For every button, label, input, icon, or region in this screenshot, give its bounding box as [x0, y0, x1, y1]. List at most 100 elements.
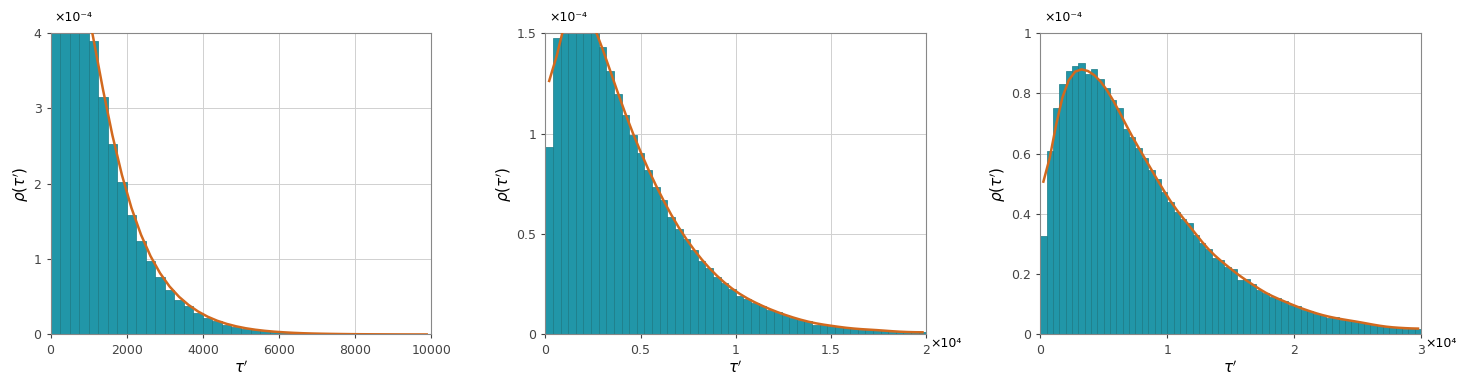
Bar	[1313, 314, 1320, 334]
Bar	[1040, 236, 1046, 334]
Bar	[1408, 328, 1414, 334]
Bar	[1275, 298, 1282, 334]
Bar	[98, 97, 107, 334]
Bar	[298, 333, 308, 334]
Bar	[584, 10, 591, 334]
Bar	[599, 47, 606, 334]
Bar	[675, 229, 682, 334]
Bar	[1179, 219, 1187, 334]
Bar	[591, 24, 599, 334]
Y-axis label: $\rho(\tau')$: $\rho(\tau')$	[12, 166, 31, 202]
Bar	[1078, 63, 1084, 334]
Bar	[682, 240, 689, 334]
Bar	[1263, 293, 1269, 334]
Bar	[270, 332, 279, 334]
Bar	[613, 94, 622, 334]
Bar	[1332, 317, 1338, 334]
Text: ×10⁴: ×10⁴	[930, 337, 961, 351]
Bar	[194, 313, 202, 334]
Bar	[1288, 305, 1294, 334]
Bar	[241, 329, 251, 334]
Bar	[1065, 70, 1072, 334]
Bar	[1256, 290, 1263, 334]
Bar	[751, 303, 758, 334]
Bar	[183, 306, 194, 334]
Bar	[804, 321, 813, 334]
Bar	[1370, 325, 1376, 334]
Bar	[1206, 250, 1212, 334]
Text: ×10⁴: ×10⁴	[1424, 337, 1457, 351]
Bar	[827, 325, 835, 334]
Bar	[553, 38, 560, 334]
Bar	[1269, 298, 1275, 334]
Bar	[1212, 258, 1218, 334]
Bar	[698, 262, 706, 334]
Bar	[568, 0, 577, 334]
X-axis label: $\tau'$: $\tau'$	[1223, 359, 1238, 376]
Bar	[577, 0, 584, 334]
X-axis label: $\tau'$: $\tau'$	[729, 359, 744, 376]
Bar	[1053, 108, 1059, 334]
Bar	[736, 296, 744, 334]
Bar	[289, 333, 298, 334]
Bar	[1357, 322, 1364, 334]
Bar	[1395, 328, 1402, 334]
X-axis label: $\tau'$: $\tau'$	[233, 359, 248, 376]
Bar	[606, 71, 613, 334]
Bar	[1155, 180, 1160, 334]
Bar	[1193, 235, 1199, 334]
Bar	[1084, 74, 1091, 334]
Bar	[842, 328, 851, 334]
Bar	[260, 331, 270, 334]
Bar	[79, 0, 88, 334]
Bar	[744, 299, 751, 334]
Bar	[651, 187, 660, 334]
Y-axis label: $\rho(\tau')$: $\rho(\tau')$	[989, 166, 1008, 202]
Bar	[175, 300, 183, 334]
Bar	[1116, 108, 1122, 334]
Bar	[873, 330, 880, 334]
Bar	[560, 0, 568, 334]
Bar	[1218, 260, 1225, 334]
Bar	[775, 312, 782, 334]
Bar	[1351, 322, 1357, 334]
Bar	[888, 332, 896, 334]
Bar	[88, 41, 98, 334]
Bar	[782, 315, 789, 334]
Bar	[835, 327, 842, 334]
Bar	[1174, 212, 1179, 334]
Text: ×10⁻⁴: ×10⁻⁴	[1045, 11, 1083, 24]
Bar	[1149, 170, 1155, 334]
Bar	[1168, 202, 1174, 334]
Bar	[126, 216, 136, 334]
Bar	[1130, 137, 1135, 334]
Bar	[213, 321, 222, 334]
Bar	[1160, 192, 1168, 334]
Bar	[156, 277, 164, 334]
Bar	[1225, 267, 1231, 334]
Bar	[1122, 129, 1130, 334]
Bar	[629, 135, 637, 334]
Bar	[145, 260, 156, 334]
Bar	[1364, 324, 1370, 334]
Bar	[797, 320, 804, 334]
Bar	[279, 332, 289, 334]
Bar	[1250, 284, 1256, 334]
Bar	[851, 329, 858, 334]
Bar	[622, 115, 629, 334]
Bar	[1294, 307, 1301, 334]
Bar	[858, 330, 866, 334]
Bar	[1383, 327, 1389, 334]
Bar	[1345, 320, 1351, 334]
Bar	[1237, 280, 1244, 334]
Bar	[222, 325, 232, 334]
Text: ×10⁻⁴: ×10⁻⁴	[54, 11, 92, 24]
Bar	[758, 306, 766, 334]
Bar	[232, 327, 241, 334]
Bar	[1389, 327, 1395, 334]
Bar	[1187, 224, 1193, 334]
Bar	[69, 0, 79, 334]
Bar	[1135, 147, 1141, 334]
Bar	[1199, 243, 1206, 334]
Bar	[1059, 84, 1065, 334]
